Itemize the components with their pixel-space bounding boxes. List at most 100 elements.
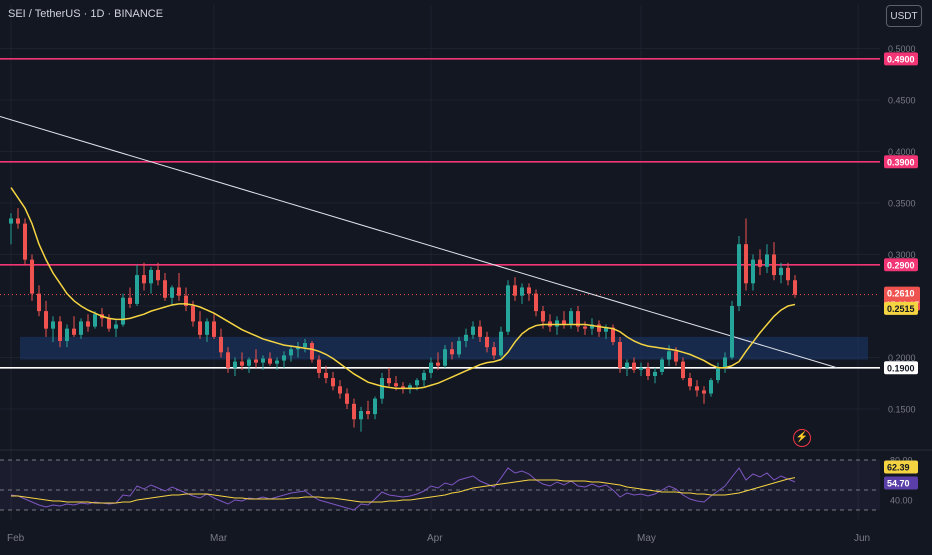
candle-body[interactable] [646,367,650,377]
candle-body[interactable] [401,386,405,389]
candle-body[interactable] [184,295,188,306]
candle-body[interactable] [30,259,34,294]
candle-body[interactable] [443,349,447,366]
candle-body[interactable] [737,244,741,306]
candle-body[interactable] [478,326,482,337]
candle-body[interactable] [359,411,363,420]
candle-body[interactable] [716,367,720,381]
candle-body[interactable] [674,351,678,362]
candle-body[interactable] [569,311,573,325]
candle-body[interactable] [282,355,286,361]
candle-body[interactable] [79,321,83,335]
candle-body[interactable] [415,380,419,386]
trendline[interactable] [0,116,838,369]
candle-body[interactable] [744,244,748,284]
candle-body[interactable] [625,362,629,368]
candle-body[interactable] [422,372,426,381]
candle-body[interactable] [142,275,146,284]
candle-body[interactable] [597,324,601,332]
candle-body[interactable] [688,378,692,387]
candle-body[interactable] [296,347,300,350]
candle-body[interactable] [450,349,454,355]
candle-body[interactable] [667,351,671,360]
candle-body[interactable] [471,326,475,335]
candle-body[interactable] [268,358,272,364]
candle-body[interactable] [240,361,244,366]
candle-body[interactable] [338,386,342,394]
candle-body[interactable] [555,320,559,327]
candle-body[interactable] [149,269,153,284]
candle-body[interactable] [660,359,664,372]
candle-body[interactable] [779,267,783,276]
candle-body[interactable] [44,311,48,329]
candle-body[interactable] [618,342,622,368]
candle-body[interactable] [366,411,370,415]
candle-body[interactable] [324,372,328,379]
candle-body[interactable] [436,362,440,366]
candle-body[interactable] [289,349,293,356]
candle-body[interactable] [485,336,489,348]
candle-body[interactable] [198,321,202,335]
candle-body[interactable] [156,269,160,281]
candle-body[interactable] [541,311,545,322]
candle-body[interactable] [590,324,594,329]
candle-body[interactable] [387,378,391,384]
candle-body[interactable] [611,327,615,343]
candle-body[interactable] [170,287,174,298]
candle-body[interactable] [261,358,265,363]
candle-body[interactable] [72,328,76,335]
candle-body[interactable] [632,362,636,370]
candle-body[interactable] [534,293,538,312]
candle-body[interactable] [380,378,384,399]
candle-body[interactable] [317,359,321,373]
candle-body[interactable] [107,318,111,329]
candle-body[interactable] [576,311,580,327]
candle-body[interactable] [639,367,643,370]
candle-body[interactable] [135,275,139,304]
candle-body[interactable] [93,314,97,327]
candle-body[interactable] [506,285,510,332]
candle-body[interactable] [128,297,132,304]
candle-body[interactable] [191,305,195,322]
candle-body[interactable] [331,378,335,387]
candle-body[interactable] [702,390,706,394]
candle-body[interactable] [247,359,251,366]
candle-body[interactable] [786,267,790,281]
flash-icon[interactable]: ⚡ [793,429,811,447]
candle-body[interactable] [730,305,734,358]
candle-body[interactable] [177,287,181,296]
candle-body[interactable] [86,321,90,327]
candle-body[interactable] [275,360,279,364]
candle-body[interactable] [520,287,524,296]
candle-body[interactable] [114,324,118,329]
candle-body[interactable] [513,285,517,296]
currency-button[interactable]: USDT [886,5,922,27]
candle-body[interactable] [408,385,412,389]
candle-body[interactable] [492,347,496,356]
candle-body[interactable] [212,321,216,337]
candle-body[interactable] [765,254,769,267]
candle-body[interactable] [310,343,314,360]
candle-body[interactable] [464,334,468,341]
candle-body[interactable] [457,340,461,355]
candle-body[interactable] [65,328,69,341]
candle-body[interactable] [121,297,125,325]
candle-body[interactable] [723,357,727,368]
candle-body[interactable] [219,336,223,353]
candle-body[interactable] [254,359,258,363]
candle-body[interactable] [527,287,531,294]
candle-body[interactable] [681,361,685,379]
candle-body[interactable] [16,218,20,224]
candle-body[interactable] [695,386,699,391]
candle-body[interactable] [345,393,349,404]
candle-body[interactable] [772,254,776,276]
candle-body[interactable] [163,280,167,298]
candle-body[interactable] [499,331,503,356]
candle-body[interactable] [9,218,13,224]
candle-body[interactable] [394,383,398,387]
candle-body[interactable] [51,321,55,329]
candle-body[interactable] [604,327,608,332]
candle-body[interactable] [562,320,566,325]
candle-body[interactable] [226,352,230,368]
